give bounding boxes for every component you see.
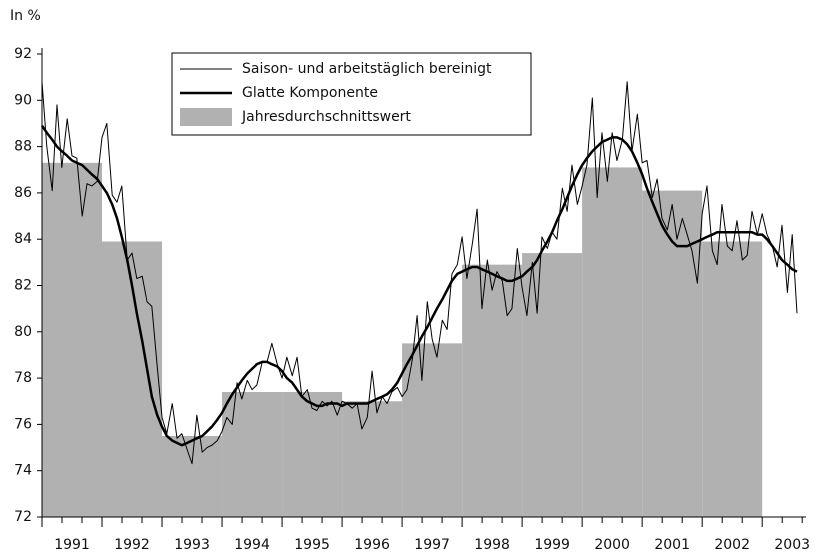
line xyxy=(41,81,798,465)
y-tick-label: 82 xyxy=(14,278,32,294)
x-tick-label: 2001 xyxy=(654,537,690,553)
x-tick-label: 1991 xyxy=(54,537,90,553)
x-tick-label: 2003 xyxy=(774,537,810,553)
y-tick-label: 72 xyxy=(14,509,32,525)
y-tick-label: 90 xyxy=(14,92,32,108)
legend-label: Saison- und arbeitstäglich bereinigt xyxy=(242,61,492,77)
y-tick-label: 86 xyxy=(14,185,32,201)
y-tick-label: 76 xyxy=(14,416,32,432)
x-tick-label: 1994 xyxy=(234,537,270,553)
y-axis-label: In % xyxy=(10,8,41,24)
y-tick-label: 74 xyxy=(14,463,32,479)
bar xyxy=(282,391,343,517)
bar xyxy=(582,167,643,517)
x-tick-label: 1992 xyxy=(114,537,150,553)
bar xyxy=(462,264,523,517)
bar xyxy=(342,401,403,517)
bar xyxy=(402,343,463,517)
bar xyxy=(42,162,103,517)
legend-swatch xyxy=(180,108,232,126)
y-tick-label: 84 xyxy=(14,231,32,247)
y-tick-label: 78 xyxy=(14,370,32,386)
bar xyxy=(222,391,283,517)
bar xyxy=(702,241,763,517)
legend-label: Glatte Komponente xyxy=(242,85,378,101)
y-tick-label: 80 xyxy=(14,324,32,340)
bar xyxy=(162,435,223,517)
x-tick-label: 2000 xyxy=(594,537,630,553)
x-tick-label: 1996 xyxy=(354,537,390,553)
legend-label: Jahresdurchschnittswert xyxy=(241,109,411,125)
y-tick-label: 88 xyxy=(14,139,32,155)
x-tick-label: 1997 xyxy=(414,537,450,553)
x-tick-label: 2002 xyxy=(714,537,750,553)
line xyxy=(40,125,798,447)
x-tick-label: 1999 xyxy=(534,537,570,553)
x-tick-label: 1998 xyxy=(474,537,510,553)
y-tick-label: 92 xyxy=(14,46,32,62)
x-tick-label: 1993 xyxy=(174,537,210,553)
bar xyxy=(522,253,583,517)
x-tick-label: 1995 xyxy=(294,537,330,553)
